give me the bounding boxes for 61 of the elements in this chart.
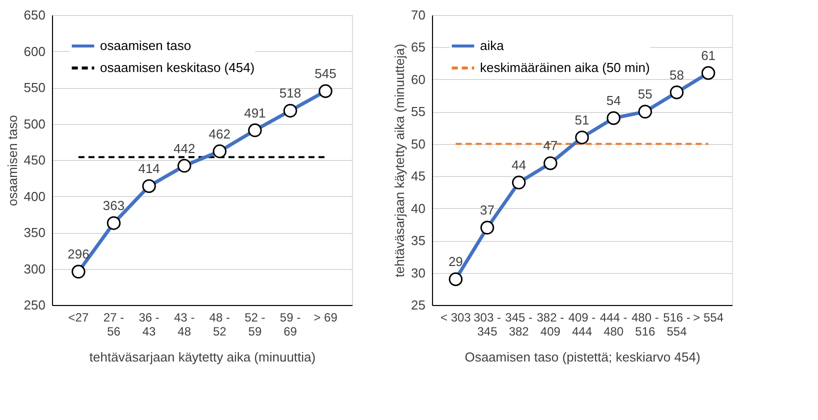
y-tick-label: 400 [24, 188, 46, 204]
x-tick-label: 59 - 69 [280, 310, 301, 338]
y-tick-label: 350 [24, 225, 46, 240]
data-label: 462 [208, 126, 230, 142]
data-label: 296 [68, 246, 90, 262]
legend-label: osaamisen keskitaso (454) [100, 60, 255, 75]
x-axis-title: Osaamisen taso (pistettä; keskiarvo 454) [464, 350, 700, 364]
x-tick-label: 48 - 52 [209, 310, 230, 338]
x-tick-label: < 303 [440, 310, 472, 324]
y-tick-label: 65 [411, 40, 426, 55]
y-tick-label: 30 [411, 265, 426, 280]
data-label: 54 [606, 93, 621, 108]
x-tick-label: 303 - 345 [474, 310, 501, 338]
y-tick-label: 550 [24, 80, 46, 95]
data-label: 363 [102, 198, 125, 214]
data-label: 55 [638, 86, 652, 102]
data-label: 29 [448, 254, 463, 270]
y-tick-label: 25 [411, 298, 426, 312]
x-tick-label: 409 - 444 [568, 310, 596, 338]
data-label: 61 [701, 48, 716, 63]
y-tick-label: 600 [24, 44, 46, 59]
y-tick-label: 60 [411, 72, 426, 87]
data-label: 442 [174, 140, 196, 156]
x-tick-label: 36 - 43 [138, 310, 160, 338]
legend-label: keskimääräinen aika (50 min) [480, 60, 650, 75]
y-axis-title: tehtäväsarjaan käytetty aika (minuutteja) [392, 44, 408, 278]
data-label: 518 [279, 86, 302, 101]
x-tick-label: 27 - 56 [103, 310, 124, 338]
y-tick-label: 300 [24, 261, 46, 276]
x-tick-label: 43 - 48 [174, 310, 195, 338]
x-axis-title: tehtäväsarjaan käytetty aika (minuuttia) [89, 350, 316, 364]
y-tick-label: 500 [24, 116, 46, 132]
data-label: 414 [138, 161, 160, 176]
y-tick-label: 50 [411, 136, 426, 152]
y-tick-label: 45 [411, 168, 426, 184]
data-label: 545 [314, 66, 336, 82]
data-label: 51 [574, 112, 590, 128]
y-tick-label: 450 [24, 152, 46, 168]
x-tick-label: 382 - 409 [536, 310, 564, 338]
legend-label: aika [480, 38, 505, 53]
y-tick-label: 35 [411, 233, 426, 248]
x-tick-label: 52 - 59 [244, 310, 266, 338]
x-tick-label: <27 [68, 310, 89, 324]
legend-label: osaamisen taso [100, 38, 192, 53]
x-tick-label: > 554 [693, 310, 724, 324]
data-label: 44 [512, 158, 526, 173]
x-tick-label: 444 - 480 [600, 310, 628, 338]
data-label: 491 [244, 105, 266, 120]
data-label: 37 [480, 202, 494, 218]
x-tick-label: 516 - 554 [663, 310, 690, 338]
y-tick-label: 70 [411, 8, 426, 22]
y-tick-label: 55 [411, 104, 426, 120]
y-tick-label: 250 [24, 298, 46, 312]
x-tick-label: > 69 [314, 310, 338, 324]
y-tick-label: 650 [24, 8, 46, 22]
x-tick-label: 480 - 516 [631, 310, 659, 338]
data-label: 58 [670, 67, 684, 82]
x-tick-label: 345 - 382 [505, 310, 533, 338]
y-axis-title: osaamisen taso [4, 114, 20, 206]
data-label: 47 [543, 138, 558, 154]
y-tick-label: 40 [411, 200, 426, 216]
